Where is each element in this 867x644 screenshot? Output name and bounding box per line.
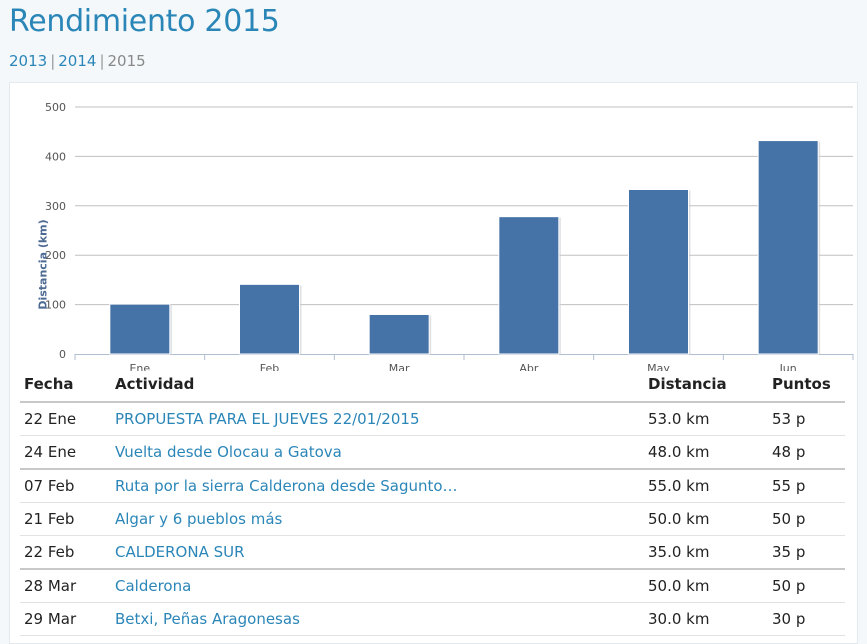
activity-link-cell: Betxi, Peñas Aragonesas <box>111 602 644 636</box>
activity-link[interactable]: Ruta por la sierra Calderona desde Sagun… <box>115 477 458 495</box>
activity-link-cell: Algar y 6 pueblos más <box>111 502 644 536</box>
y-axis-title-wrap: Distancia (km) <box>23 178 63 358</box>
y-tick-label: 500 <box>45 101 66 114</box>
activity-distance-cell: 50.0 km <box>644 568 768 603</box>
table-row: 28 Mar Calderona 50.0 km 50 p <box>20 568 845 603</box>
x-tick-label: Ene <box>129 362 150 371</box>
table-row: 22 Feb CALDERONA SUR 35.0 km 35 p <box>20 535 845 570</box>
y-tick-label: 100 <box>45 299 66 312</box>
activity-points-cell: 50 p <box>768 502 845 536</box>
header-actividad: Actividad <box>111 367 644 403</box>
activity-date-cell: 24 Ene <box>20 435 111 470</box>
activity-distance-cell: 53.0 km <box>644 402 768 436</box>
activity-date-cell: 22 Feb <box>20 535 111 570</box>
table-row: 07 Feb Ruta por la sierra Calderona desde… <box>20 468 845 503</box>
header-distancia: Distancia <box>644 367 768 403</box>
year-link-2013[interactable]: 2013 <box>9 52 48 70</box>
y-tick-label: 400 <box>45 150 66 163</box>
bar-feb <box>239 283 300 355</box>
activity-points-cell: 55 p <box>768 468 845 503</box>
header-fecha: Fecha <box>20 367 111 403</box>
activity-link[interactable]: Betxi, Peñas Aragonesas <box>115 610 300 628</box>
year-selector: 2013 | 2014 | 2015 <box>9 52 146 70</box>
activity-link-cell: CALDERONA SUR <box>111 535 644 570</box>
year-current-2015: 2015 <box>107 52 146 70</box>
y-tick-label: 300 <box>45 200 66 213</box>
activity-date-cell: 07 Feb <box>20 468 111 503</box>
x-tick-label: May <box>647 362 670 371</box>
activity-link-cell: Calderona <box>111 568 644 603</box>
activity-link-cell: PROPUESTA PARA EL JUEVES 22/01/2015 <box>111 402 644 436</box>
y-tick-label: 0 <box>59 348 66 361</box>
activity-link[interactable]: Algar y 6 pueblos más <box>115 510 283 528</box>
activity-link[interactable]: Vuelta desde Olocau a Gatova <box>115 443 342 461</box>
activity-link[interactable]: CALDERONA SUR <box>115 543 245 561</box>
table-row: 24 Ene Vuelta desde Olocau a Gatova 48.0 k… <box>20 435 845 470</box>
activity-points-cell: 35 p <box>768 535 845 570</box>
table-header-row: Fecha Actividad Distancia Puntos <box>20 367 845 403</box>
activity-distance-cell: 55.0 km <box>644 468 768 503</box>
activity-date-cell: 28 Mar <box>20 568 111 603</box>
activity-distance-cell: 48.0 km <box>644 435 768 470</box>
activity-link-cell: Vuelta desde Olocau a Gatova <box>111 435 644 470</box>
table-row: 21 Feb Algar y 6 pueblos más 50.0 km 50 p <box>20 502 845 536</box>
table-row: 29 Mar Betxi, Peñas Aragonesas 30.0 km 30 p <box>20 602 845 636</box>
table-row: 22 Ene PROPUESTA PARA EL JUEVES 22/01/201… <box>20 402 845 436</box>
header-puntos: Puntos <box>768 367 845 403</box>
year-separator: | <box>50 52 56 70</box>
activity-date-cell: 29 Mar <box>20 602 111 636</box>
bar-may <box>628 188 689 355</box>
x-tick-label: Jun <box>779 362 797 371</box>
activities-table: Fecha Actividad Distancia Puntos 22 Ene P… <box>20 367 845 636</box>
year-separator: | <box>99 52 105 70</box>
activity-link-cell: Ruta por la sierra Calderona desde Sagun… <box>111 468 644 503</box>
bar-abr <box>498 216 560 355</box>
x-tick-label: Feb <box>260 362 279 371</box>
activity-points-cell: 30 p <box>768 602 845 636</box>
activity-distance-cell: 30.0 km <box>644 602 768 636</box>
y-axis-title: Distancia (km) <box>36 219 50 310</box>
activity-link[interactable]: Calderona <box>115 577 192 595</box>
year-link-2014[interactable]: 2014 <box>58 52 97 70</box>
bar-mar <box>368 313 430 355</box>
activity-date-cell: 22 Ene <box>20 402 111 436</box>
distance-bar-chart: 0 100 200 300 400 500 Ene Feb Mar Abr May Jun <box>45 101 854 371</box>
x-tick-label: Mar <box>389 362 410 371</box>
bar-ene <box>109 303 171 355</box>
activity-points-cell: 48 p <box>768 435 845 470</box>
x-tick-label: Abr <box>519 362 539 371</box>
activity-points-cell: 53 p <box>768 402 845 436</box>
activity-distance-cell: 35.0 km <box>644 535 768 570</box>
activity-date-cell: 21 Feb <box>20 502 111 536</box>
y-tick-label: 200 <box>45 249 66 262</box>
activity-distance-cell: 50.0 km <box>644 502 768 536</box>
page-title: Rendimiento 2015 <box>9 4 280 39</box>
activity-link[interactable]: PROPUESTA PARA EL JUEVES 22/01/2015 <box>115 410 420 428</box>
activity-points-cell: 50 p <box>768 568 845 603</box>
bar-jun <box>757 140 819 355</box>
